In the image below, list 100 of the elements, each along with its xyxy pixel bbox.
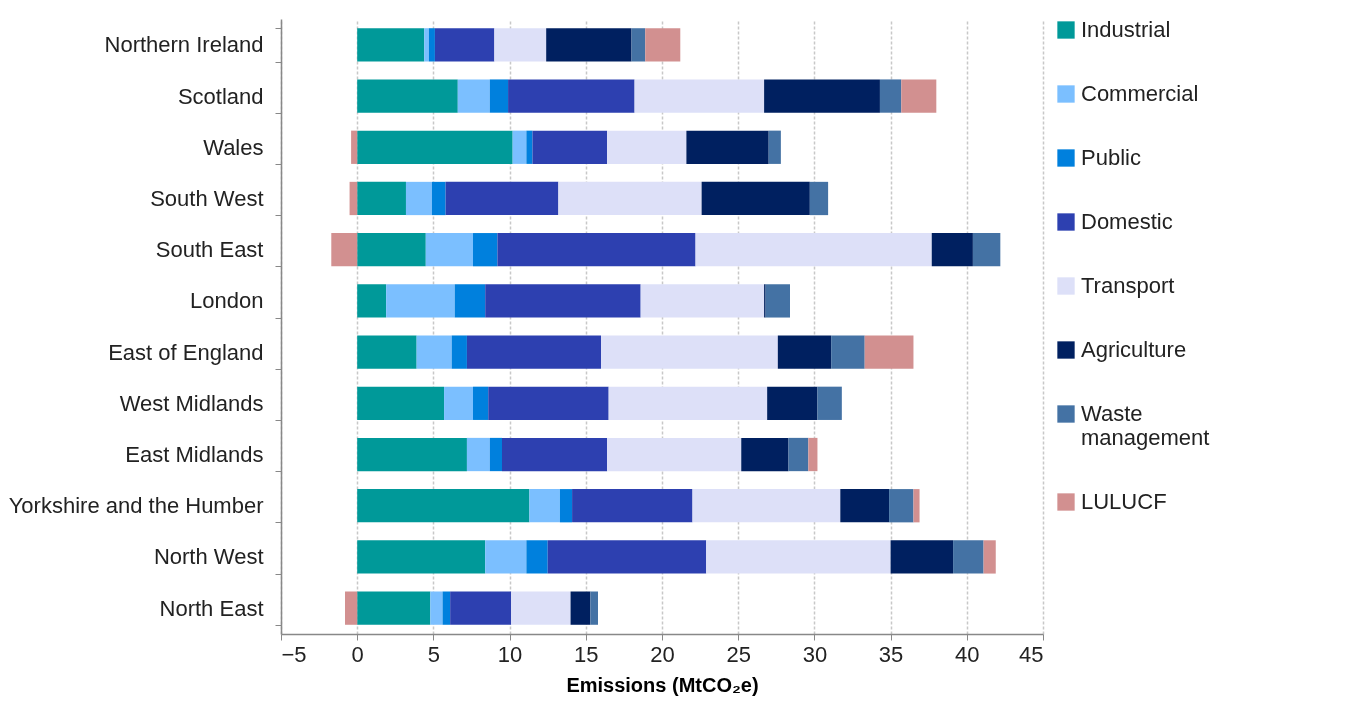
legend-label: Agriculture bbox=[1081, 337, 1187, 362]
legend-label: Transport bbox=[1081, 273, 1175, 298]
bar bbox=[454, 284, 486, 318]
bar bbox=[768, 130, 781, 164]
bar bbox=[741, 437, 789, 472]
bar bbox=[864, 335, 914, 369]
x-tick-label: −5 bbox=[281, 641, 307, 667]
bar bbox=[788, 437, 809, 472]
x-axis-title: Emissions (MtCO₂e) bbox=[566, 673, 759, 696]
bar bbox=[913, 489, 920, 523]
bar bbox=[972, 233, 1001, 267]
bar bbox=[497, 233, 696, 267]
bar bbox=[450, 591, 512, 625]
bar bbox=[345, 591, 358, 625]
y-tick-label: North East bbox=[159, 595, 264, 621]
bar bbox=[767, 386, 818, 420]
bar bbox=[634, 79, 765, 113]
bar bbox=[444, 386, 474, 420]
legend-label: Domestic bbox=[1081, 209, 1173, 234]
bar bbox=[442, 591, 451, 625]
bar bbox=[489, 79, 509, 113]
bar bbox=[572, 489, 693, 523]
x-tick-label: 45 bbox=[1019, 641, 1044, 667]
y-tick-label: North West bbox=[153, 544, 264, 570]
x-tick-label: 0 bbox=[351, 641, 364, 667]
bar bbox=[357, 79, 458, 113]
bar bbox=[931, 233, 973, 267]
bar bbox=[473, 233, 498, 267]
bar bbox=[425, 233, 474, 267]
y-tick-label: Scotland bbox=[177, 83, 264, 109]
bar bbox=[559, 489, 573, 523]
legend-label: Public bbox=[1081, 145, 1141, 170]
y-tick-label: West Midlands bbox=[119, 390, 264, 416]
bar bbox=[331, 233, 358, 267]
bar bbox=[953, 540, 984, 574]
bar bbox=[686, 130, 769, 164]
bar bbox=[473, 386, 489, 420]
bar bbox=[445, 181, 559, 216]
bar bbox=[879, 79, 902, 113]
y-tick-label: Northern Ireland bbox=[104, 32, 264, 58]
bar bbox=[511, 591, 571, 625]
bar bbox=[466, 437, 490, 472]
legend-label: Waste management bbox=[1081, 401, 1210, 450]
bar bbox=[424, 28, 429, 62]
bar bbox=[601, 335, 778, 369]
bar bbox=[890, 540, 954, 574]
bar bbox=[405, 181, 432, 216]
bar bbox=[764, 79, 880, 113]
bar bbox=[809, 181, 829, 216]
bar bbox=[357, 489, 530, 523]
bar bbox=[777, 335, 832, 369]
bar bbox=[457, 79, 490, 113]
legend-label: Industrial bbox=[1081, 17, 1171, 42]
bar bbox=[631, 28, 646, 62]
x-tick-label: 35 bbox=[878, 641, 904, 667]
legend-label: Commercial bbox=[1081, 81, 1199, 106]
bar bbox=[645, 28, 681, 62]
bar bbox=[692, 489, 841, 523]
bar bbox=[983, 540, 996, 574]
bar bbox=[831, 335, 865, 369]
bar bbox=[808, 437, 818, 472]
bar bbox=[526, 540, 548, 574]
x-tick-label: 15 bbox=[574, 641, 599, 667]
x-tick-label: 10 bbox=[497, 641, 523, 667]
bar bbox=[357, 437, 467, 472]
bar bbox=[706, 540, 891, 574]
bar bbox=[416, 335, 452, 369]
x-tick-label: 25 bbox=[726, 641, 751, 667]
bar bbox=[349, 181, 358, 216]
bar bbox=[526, 130, 533, 164]
bar bbox=[532, 130, 608, 164]
bar bbox=[451, 335, 467, 369]
bar bbox=[489, 437, 502, 472]
bar bbox=[817, 386, 842, 420]
bar bbox=[357, 28, 425, 62]
bar bbox=[640, 284, 765, 318]
bar bbox=[357, 335, 417, 369]
bar bbox=[386, 284, 455, 318]
bar bbox=[558, 181, 702, 216]
bar bbox=[351, 130, 358, 164]
bar bbox=[485, 284, 641, 318]
legend-label: LULUCF bbox=[1081, 489, 1167, 514]
bar bbox=[695, 233, 932, 267]
bar bbox=[570, 591, 591, 625]
bar bbox=[607, 130, 687, 164]
bar bbox=[485, 540, 527, 574]
bar bbox=[357, 540, 486, 574]
bar bbox=[357, 181, 406, 216]
bar bbox=[529, 489, 560, 523]
x-tick-label: 40 bbox=[955, 641, 980, 667]
y-tick-label: East of England bbox=[108, 339, 264, 365]
bar bbox=[428, 28, 435, 62]
bar bbox=[466, 335, 602, 369]
bar bbox=[901, 79, 937, 113]
bar bbox=[357, 284, 387, 318]
y-tick-label: Yorkshire and the Humber bbox=[8, 493, 264, 519]
y-tick-label: London bbox=[190, 288, 264, 314]
bar bbox=[547, 540, 707, 574]
x-tick-label: 20 bbox=[650, 641, 675, 667]
bar bbox=[357, 233, 426, 267]
